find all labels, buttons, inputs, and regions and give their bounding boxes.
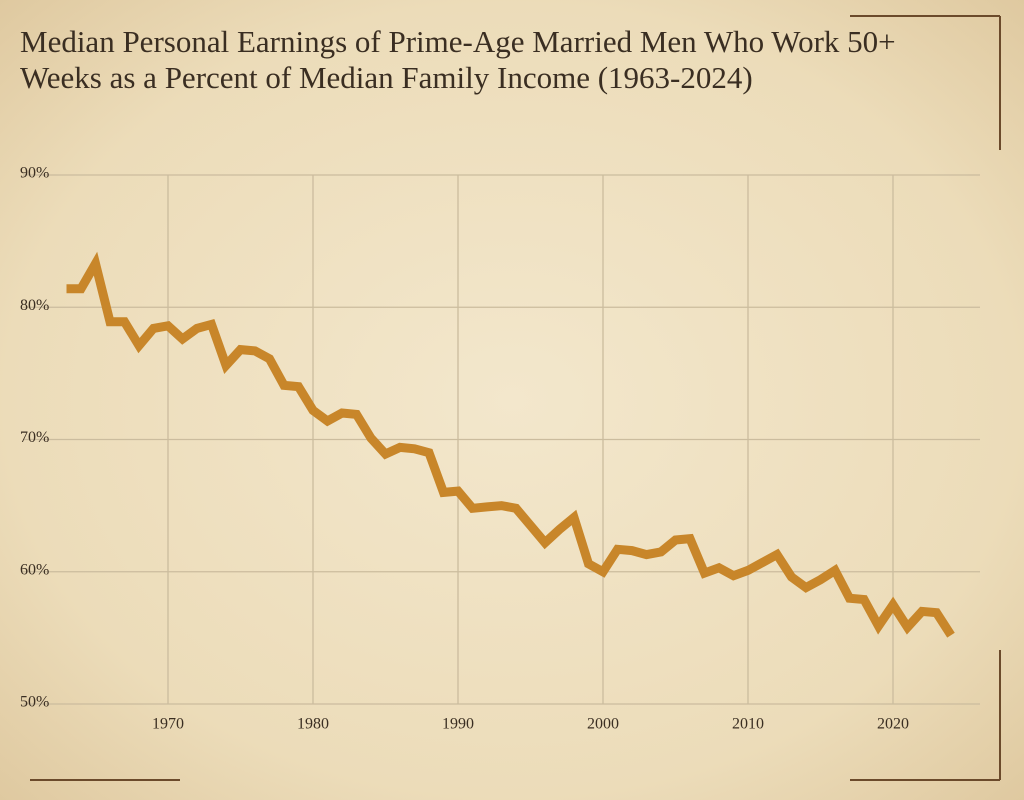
y-tick-label: 80% [20, 297, 49, 314]
x-tick-label: 2010 [732, 716, 764, 733]
x-tick-label: 1990 [442, 716, 474, 733]
x-tick-label: 1980 [297, 716, 329, 733]
y-tick-label: 70% [20, 429, 49, 446]
x-tick-label: 1970 [152, 716, 184, 733]
y-tick-label: 90% [20, 165, 49, 182]
data-line [66, 251, 955, 638]
y-tick-label: 50% [20, 694, 49, 711]
border-ornament [30, 15, 1001, 781]
x-tick-label: 2020 [877, 716, 909, 733]
x-tick-label: 2000 [587, 716, 619, 733]
chart-title: Median Personal Earnings of Prime-Age Ma… [20, 24, 896, 95]
y-tick-label: 60% [20, 561, 49, 578]
